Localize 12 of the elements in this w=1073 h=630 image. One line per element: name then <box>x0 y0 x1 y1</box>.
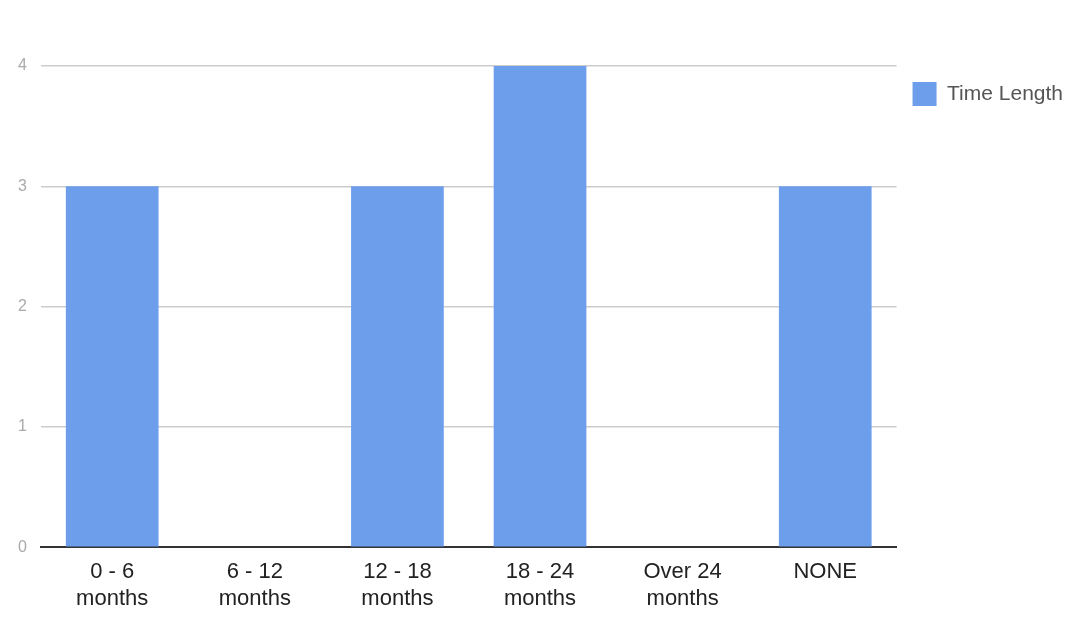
x-tick-label: NONE <box>793 558 858 584</box>
y-tick-label: 2 <box>17 297 27 315</box>
x-tick-label: 6 - 12 months <box>218 558 291 610</box>
x-tick-label: Over 24 months <box>643 558 722 610</box>
x-tick-label: 0 - 6 months <box>76 558 149 610</box>
y-tick-label: 4 <box>17 56 27 74</box>
legend-label: Time Length <box>947 80 1063 104</box>
y-tick-label: 0 <box>17 537 27 555</box>
x-tick-label: 12 - 18 months <box>361 558 434 610</box>
y-tick-label: 1 <box>17 417 27 435</box>
x-tick-label: 18 - 24 months <box>503 558 577 610</box>
y-tick-label: 3 <box>17 176 27 194</box>
